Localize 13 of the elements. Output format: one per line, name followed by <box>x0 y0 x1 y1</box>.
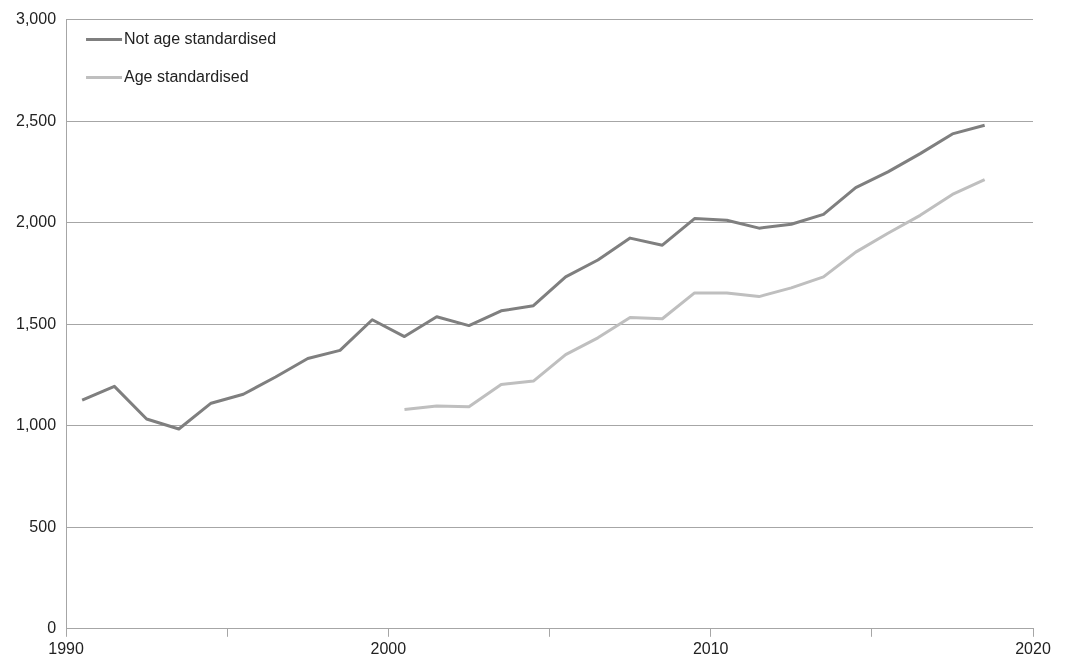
x-tick-label: 2010 <box>692 639 729 657</box>
y-tick-label: 2,000 <box>15 213 57 231</box>
legend-label: Not age standardised <box>124 30 277 48</box>
y-tick-label: 3,000 <box>15 10 57 28</box>
y-tick-label: 1,000 <box>15 416 57 434</box>
y-tick-label: 1,500 <box>15 314 57 332</box>
x-tick-label: 2000 <box>370 639 407 657</box>
x-tick-label: 1990 <box>48 639 84 657</box>
y-tick-label: 500 <box>29 517 57 535</box>
x-tick-label: 2020 <box>1015 639 1051 657</box>
y-tick-label: 2,500 <box>15 111 57 129</box>
y-tick-label: 0 <box>47 619 57 637</box>
legend-label: Age standardised <box>124 68 249 86</box>
